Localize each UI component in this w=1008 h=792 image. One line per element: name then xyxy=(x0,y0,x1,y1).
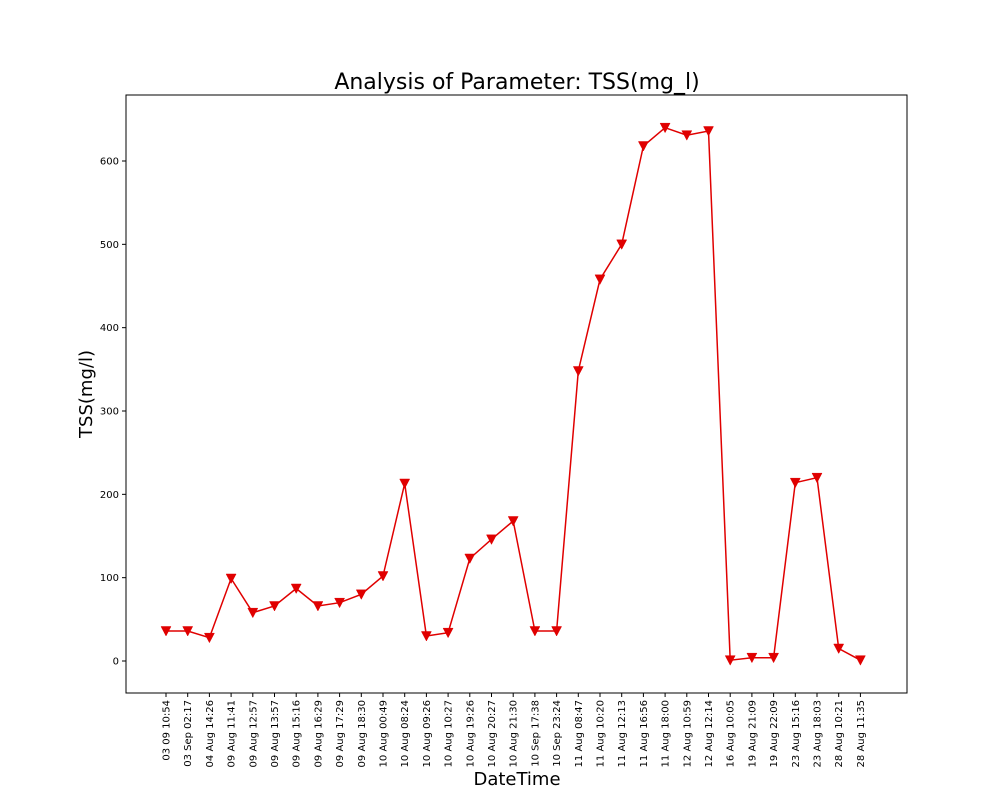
data-point xyxy=(334,597,346,609)
data-point xyxy=(420,631,432,642)
data-point xyxy=(551,626,563,637)
x-tick-label: 11 Aug 10:20 xyxy=(596,700,607,767)
x-tick-label: 12 Aug 10:59 xyxy=(682,700,693,767)
x-tick-label: 09 Aug 16:29 xyxy=(313,700,324,767)
data-point xyxy=(355,589,367,600)
x-tick-label: 10 Aug 09:26 xyxy=(422,700,433,767)
x-tick-label: 03 Sep 02:17 xyxy=(183,700,194,767)
data-point xyxy=(507,516,519,527)
x-tick-label: 09 Aug 18:30 xyxy=(357,700,368,767)
x-tick-label: 03 09 10:54 xyxy=(162,700,173,761)
chart-title: Analysis of Parameter: TSS(mg_l) xyxy=(334,70,699,95)
data-point xyxy=(854,655,866,666)
x-axis-label: DateTime xyxy=(473,769,560,790)
x-tick-label: 23 Aug 15:16 xyxy=(791,700,802,767)
x-tick-label: 10 Aug 20:27 xyxy=(487,700,498,767)
x-tick-label: 09 Aug 13:57 xyxy=(270,700,281,767)
plot-area-frame xyxy=(125,94,908,694)
x-tick-label: 11 Aug 08:47 xyxy=(574,700,585,767)
data-point xyxy=(290,583,302,595)
data-point xyxy=(312,601,324,612)
x-tick-label: 23 Aug 18:03 xyxy=(813,700,824,767)
data-point xyxy=(594,274,606,285)
x-tick-label: 11 Aug 18:00 xyxy=(661,700,672,767)
y-tick-label: 100 xyxy=(100,573,119,584)
x-tick-label: 10 Sep 23:24 xyxy=(552,700,563,767)
y-axis-label: TSS(mg/l) xyxy=(76,350,97,439)
x-tick-label: 12 Aug 12:14 xyxy=(704,700,715,767)
y-tick-label: 0 xyxy=(113,657,119,668)
x-tick-label: 11 Aug 16:56 xyxy=(639,700,650,767)
x-tick-label: 04 Aug 14:26 xyxy=(205,700,216,767)
data-point xyxy=(377,571,389,582)
y-tick-label: 400 xyxy=(100,323,119,334)
data-point xyxy=(724,655,736,666)
data-point xyxy=(811,472,823,484)
x-tick-label: 19 Aug 22:09 xyxy=(769,700,780,767)
data-point xyxy=(572,366,584,377)
x-tick-label: 11 Aug 12:13 xyxy=(617,700,628,767)
x-tick-label: 09 Aug 11:41 xyxy=(227,700,238,767)
x-tick-label: 10 Aug 10:27 xyxy=(444,700,455,767)
data-point xyxy=(659,122,671,134)
data-point xyxy=(399,478,411,490)
x-tick-label: 10 Sep 17:38 xyxy=(530,700,541,767)
data-point xyxy=(486,534,497,545)
x-tick-label: 16 Aug 10:05 xyxy=(726,700,737,767)
x-tick-label: 19 Aug 21:09 xyxy=(747,700,758,767)
y-tick-label: 600 xyxy=(100,157,119,168)
data-point xyxy=(464,553,476,565)
y-tick-label: 200 xyxy=(100,490,119,501)
data-point xyxy=(703,126,714,137)
data-point xyxy=(768,652,780,664)
x-tick-label: 10 Aug 00:49 xyxy=(379,700,390,767)
x-tick-label: 28 Aug 10:21 xyxy=(834,700,845,767)
data-point xyxy=(746,652,758,664)
x-tick-label: 10 Aug 08:24 xyxy=(400,700,411,767)
series-layer xyxy=(160,122,866,666)
data-point xyxy=(529,626,541,637)
data-point xyxy=(247,607,259,619)
data-point xyxy=(225,573,237,585)
data-point xyxy=(616,239,628,250)
y-tick-label: 500 xyxy=(100,240,119,251)
data-point xyxy=(637,141,649,152)
data-point xyxy=(182,626,194,637)
x-tick-label: 09 Aug 15:16 xyxy=(292,700,303,767)
data-point xyxy=(442,627,454,639)
y-tick-label: 300 xyxy=(100,407,119,418)
data-point xyxy=(203,632,215,644)
y-axis-ticks: 0 100 200 300 400 500 600 xyxy=(100,157,126,668)
data-point xyxy=(789,477,801,489)
data-point xyxy=(681,130,693,141)
data-point xyxy=(269,601,280,612)
x-tick-label: 09 Aug 17:29 xyxy=(335,700,346,767)
x-tick-label: 10 Aug 21:30 xyxy=(509,700,520,767)
data-point xyxy=(160,626,172,637)
x-axis-ticks: 03 09 10:54 03 Sep 02:17 04 Aug 14:26 09 Au… xyxy=(162,693,867,767)
data-point xyxy=(833,643,845,655)
series-line xyxy=(166,126,861,662)
x-tick-label: 28 Aug 11:35 xyxy=(856,700,867,767)
x-tick-label: 09 Aug 12:57 xyxy=(248,700,259,767)
x-tick-label: 10 Aug 19:26 xyxy=(465,700,476,767)
